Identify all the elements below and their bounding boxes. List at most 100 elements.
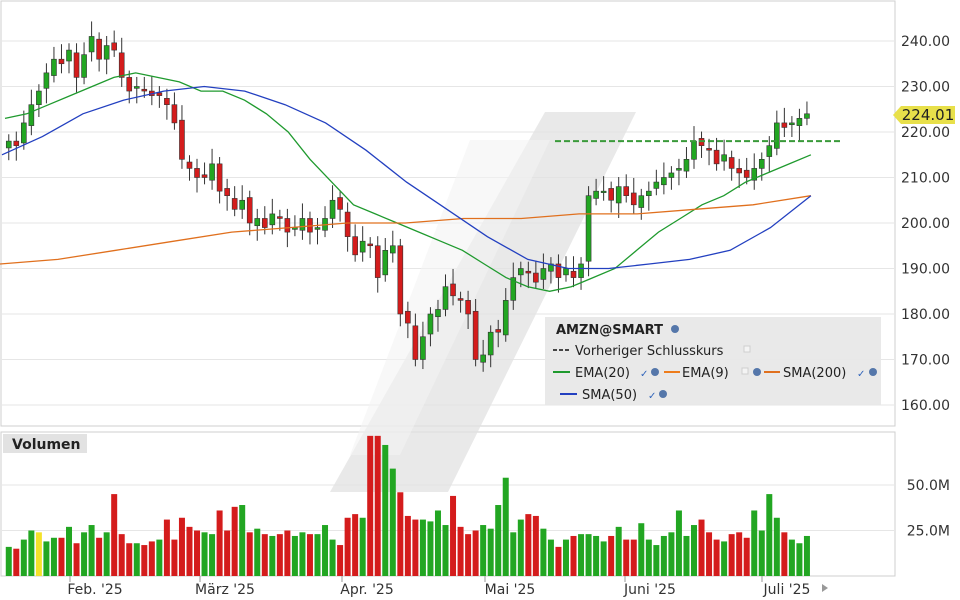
candle-body — [21, 122, 27, 144]
candle-body — [608, 188, 614, 201]
volume-bar — [773, 517, 780, 576]
volume-bar — [532, 515, 539, 576]
candle-body — [382, 250, 389, 276]
volume-bar — [389, 468, 396, 576]
candle-body — [766, 145, 773, 157]
legend-ema20-check-icon[interactable]: ✓ — [640, 369, 648, 380]
volume-bar — [329, 539, 336, 576]
volume-bar — [600, 541, 607, 576]
candle-body — [412, 325, 419, 360]
candle-body — [397, 245, 404, 315]
candle-body — [5, 140, 12, 149]
candle-body — [51, 58, 57, 76]
candle-body — [73, 52, 80, 78]
volume-bar — [434, 510, 441, 576]
sma50-line — [1, 85, 812, 270]
volume-bar — [721, 541, 728, 576]
candle-body — [209, 163, 215, 181]
volume-bar — [412, 519, 419, 576]
volume-bar — [555, 546, 562, 576]
legend-prev-close-toggle-icon[interactable] — [743, 345, 751, 353]
legend-ema20-settings-icon[interactable] — [651, 368, 659, 376]
volume-bar — [58, 537, 65, 576]
volume-bar — [593, 535, 600, 576]
volume-bar — [209, 534, 216, 576]
price-axis-tick: 160.00 — [901, 398, 950, 414]
legend-prev-close: Vorheriger Schlusskurs — [575, 344, 724, 359]
price-axis-tick: 240.00 — [901, 34, 950, 50]
candle-body — [676, 168, 682, 171]
volume-bar — [20, 539, 27, 576]
volume-bar — [246, 532, 253, 576]
candle-body — [728, 157, 735, 169]
volume-bar — [28, 530, 35, 576]
volume-bar — [457, 526, 464, 576]
legend-ema20: EMA(20) — [575, 366, 630, 381]
candle-body — [593, 190, 599, 199]
volume-bar — [690, 525, 697, 576]
candle-body — [216, 163, 223, 192]
candle-body — [261, 218, 268, 228]
last-price-badge: 224.01 — [893, 106, 955, 124]
volume-bar — [495, 505, 502, 576]
volume-bar — [284, 530, 291, 576]
candle-body — [789, 122, 795, 126]
legend-sma200: SMA(200) — [783, 366, 846, 381]
price-axis-tick: 180.00 — [901, 307, 950, 323]
volume-bar — [291, 535, 298, 576]
candle-body — [36, 90, 42, 106]
candle-body — [495, 329, 502, 333]
candle-body — [721, 154, 727, 162]
volume-bar — [510, 532, 517, 576]
legend-sma50-settings-icon[interactable] — [659, 390, 667, 398]
volume-bar — [156, 539, 163, 576]
volume-bar — [216, 510, 223, 576]
volume-bar — [540, 528, 547, 576]
legend-sma50: SMA(50) — [582, 388, 637, 403]
candle-body — [277, 216, 283, 219]
candle-body — [246, 197, 253, 224]
candle-body — [585, 195, 592, 262]
scroll-right-arrow-icon[interactable] — [822, 584, 828, 592]
legend-sma200-check-icon[interactable]: ✓ — [857, 369, 865, 380]
candle-body — [427, 313, 434, 335]
volume-bar — [276, 534, 283, 576]
candle-body — [314, 227, 321, 230]
volume-bar — [66, 526, 73, 576]
candle-body — [706, 148, 712, 151]
candle-body — [269, 213, 276, 226]
legend-sma50-check-icon[interactable]: ✓ — [648, 391, 656, 402]
volume-bar — [261, 534, 268, 576]
legend-sma200-settings-icon[interactable] — [869, 368, 877, 376]
candle-body — [525, 270, 532, 274]
x-axis-tick: Juni '25 — [623, 582, 676, 598]
volume-bar — [645, 539, 652, 576]
candle-body — [96, 38, 102, 60]
candle-body — [796, 118, 803, 126]
candle-body — [758, 159, 765, 169]
chart-legend: AMZN@SMART Vorheriger Schlusskurs EMA(20… — [545, 317, 881, 405]
volume-bar — [630, 539, 637, 576]
candle-body — [337, 197, 343, 210]
candle-body — [487, 331, 494, 356]
volume-bar — [178, 517, 185, 576]
volume-bar — [397, 492, 404, 576]
candle-body — [435, 309, 441, 318]
candle-body — [405, 310, 411, 324]
volume-bar — [50, 537, 57, 576]
x-axis-tick: Juli '25 — [763, 582, 811, 598]
candle-body — [239, 199, 245, 210]
volume-bar — [638, 523, 645, 576]
legend-ema9-settings-icon[interactable] — [753, 368, 761, 376]
legend-ema9-toggle-icon[interactable] — [741, 367, 749, 375]
volume-bar — [404, 515, 411, 576]
candle-body — [751, 168, 758, 181]
candle-body — [661, 177, 667, 186]
legend-instrument-settings-icon[interactable] — [671, 325, 679, 333]
volume-bar — [465, 534, 472, 576]
x-axis-tick: Apr. '25 — [340, 582, 394, 598]
volume-bar — [706, 532, 713, 576]
candle-body — [156, 92, 163, 96]
candle-body — [329, 199, 336, 219]
